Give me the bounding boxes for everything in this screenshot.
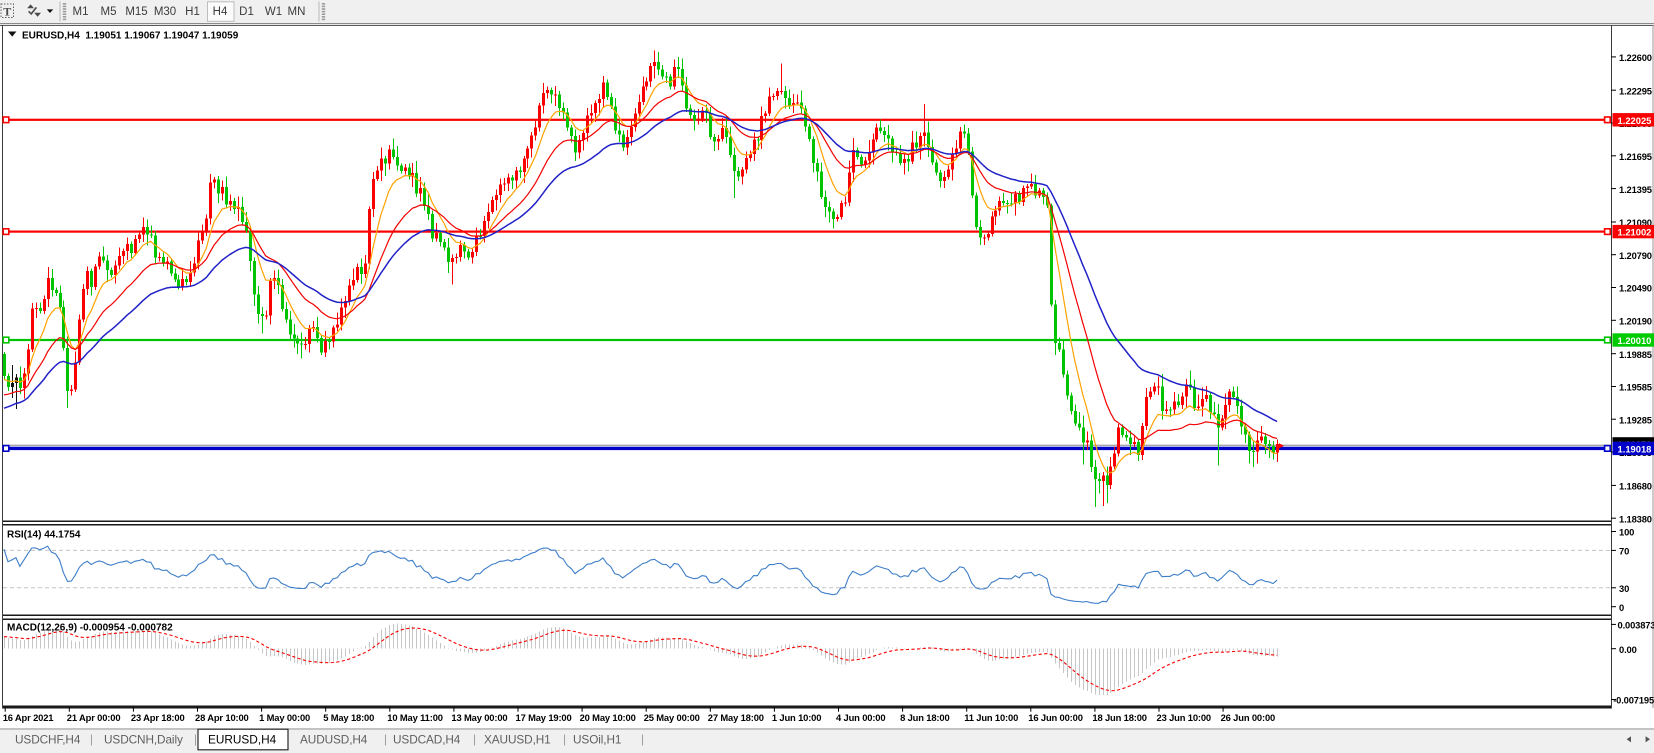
svg-text:100: 100	[1619, 527, 1634, 538]
svg-text:1.20010: 1.20010	[1618, 335, 1652, 346]
svg-text:0.003873: 0.003873	[1618, 620, 1654, 631]
svg-text:16 Jun 00:00: 16 Jun 00:00	[1028, 712, 1082, 723]
svg-text:1.19885: 1.19885	[1619, 349, 1652, 360]
svg-text:25 May 00:00: 25 May 00:00	[644, 712, 700, 723]
svg-text:RSI(14) 44.1754: RSI(14) 44.1754	[7, 530, 81, 541]
svg-text:8 Jun 18:00: 8 Jun 18:00	[900, 712, 949, 723]
svg-text:H4: H4	[213, 6, 228, 18]
svg-text:M5: M5	[101, 6, 117, 18]
svg-text:|: |	[194, 732, 197, 746]
svg-text:13 May 00:00: 13 May 00:00	[451, 712, 507, 723]
svg-text:27 May 18:00: 27 May 18:00	[708, 712, 764, 723]
svg-text:1.19018: 1.19018	[1618, 443, 1652, 454]
svg-text:EURUSD,H4 1.19051 1.19067 1.1: EURUSD,H4 1.19051 1.19067 1.19047 1.1905…	[22, 30, 239, 41]
svg-text:16 Apr 2021: 16 Apr 2021	[3, 712, 54, 723]
svg-text:70: 70	[1619, 546, 1629, 557]
svg-text:4 Jun 00:00: 4 Jun 00:00	[836, 712, 885, 723]
svg-text:20 May 10:00: 20 May 10:00	[580, 712, 636, 723]
svg-text:23 Apr 18:00: 23 Apr 18:00	[131, 712, 185, 723]
svg-text:T: T	[3, 4, 11, 18]
svg-text:|: |	[641, 732, 644, 746]
svg-text:D1: D1	[239, 6, 254, 18]
svg-text:21 Apr 00:00: 21 Apr 00:00	[67, 712, 121, 723]
svg-text:USOil,H1: USOil,H1	[573, 733, 621, 747]
svg-text:28 Apr 10:00: 28 Apr 10:00	[195, 712, 249, 723]
svg-text:1.18680: 1.18680	[1619, 481, 1652, 492]
svg-text:1.21395: 1.21395	[1619, 184, 1652, 195]
svg-text:1.20790: 1.20790	[1619, 250, 1652, 261]
svg-text:W1: W1	[265, 6, 282, 18]
svg-text:-0.007195: -0.007195	[1613, 695, 1654, 706]
svg-text:1.20190: 1.20190	[1619, 316, 1652, 327]
svg-text:1 May 00:00: 1 May 00:00	[259, 712, 310, 723]
svg-text:0.00: 0.00	[1619, 644, 1637, 655]
svg-text:23 Jun 10:00: 23 Jun 10:00	[1157, 712, 1211, 723]
svg-text:18 Jun 18:00: 18 Jun 18:00	[1092, 712, 1146, 723]
svg-text:10 May 11:00: 10 May 11:00	[387, 712, 443, 723]
svg-text:|: |	[384, 732, 387, 746]
svg-text:1.18380: 1.18380	[1619, 513, 1652, 524]
svg-text:M15: M15	[125, 6, 147, 18]
svg-text:M1: M1	[73, 6, 89, 18]
svg-text:|: |	[90, 732, 93, 746]
svg-text:XAUUSD,H1: XAUUSD,H1	[484, 733, 551, 747]
svg-text:1.21695: 1.21695	[1619, 151, 1652, 162]
svg-text:MACD(12,26,9) -0.000954 -0.000: MACD(12,26,9) -0.000954 -0.000782	[7, 623, 173, 634]
svg-text:AUDUSD,H4: AUDUSD,H4	[300, 733, 368, 747]
svg-text:1.19285: 1.19285	[1619, 414, 1652, 425]
svg-text:11 Jun 10:00: 11 Jun 10:00	[964, 712, 1018, 723]
svg-text:USDCHF,H4: USDCHF,H4	[15, 733, 81, 747]
svg-text:30: 30	[1619, 583, 1629, 594]
svg-text:26 Jun 00:00: 26 Jun 00:00	[1221, 712, 1275, 723]
svg-text:17 May 19:00: 17 May 19:00	[516, 712, 572, 723]
svg-text:5 May 18:00: 5 May 18:00	[323, 712, 374, 723]
svg-text:USDCAD,H4: USDCAD,H4	[393, 733, 461, 747]
svg-text:1.22295: 1.22295	[1619, 85, 1652, 96]
svg-text:USDCNH,Daily: USDCNH,Daily	[104, 733, 183, 747]
svg-text:H1: H1	[185, 6, 200, 18]
svg-text:MN: MN	[288, 6, 306, 18]
svg-text:0: 0	[1619, 602, 1624, 613]
svg-text:1.21002: 1.21002	[1618, 227, 1652, 238]
svg-text:|: |	[563, 732, 566, 746]
svg-text:|: |	[473, 732, 476, 746]
svg-text:1.19585: 1.19585	[1619, 382, 1652, 393]
svg-text:1 Jun 10:00: 1 Jun 10:00	[772, 712, 821, 723]
svg-text:1.20490: 1.20490	[1619, 283, 1652, 294]
svg-text:1.22600: 1.22600	[1619, 52, 1652, 63]
svg-text:1.22025: 1.22025	[1618, 115, 1652, 126]
svg-text:1.21090: 1.21090	[1619, 217, 1652, 228]
svg-text:M30: M30	[154, 6, 176, 18]
svg-text:EURUSD,H4: EURUSD,H4	[208, 733, 277, 747]
